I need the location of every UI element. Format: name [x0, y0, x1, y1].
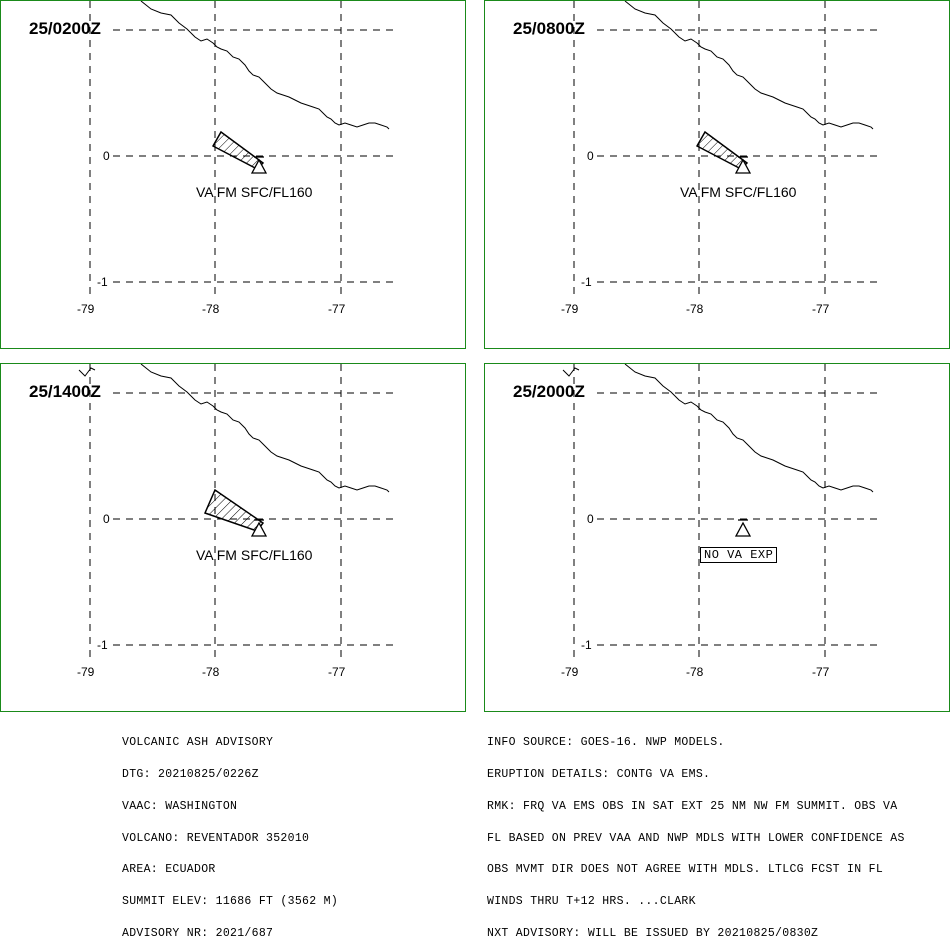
ash-altitude-label: VA FM SFC/FL160 — [196, 184, 313, 200]
advisory-line: ADVISORY NR: 2021/687 — [122, 926, 274, 940]
ash-cloud-polygon — [695, 130, 749, 170]
lat-tick-0: 0 — [103, 512, 110, 526]
volcano-icon — [250, 521, 268, 537]
lon-tick-77: -77 — [328, 302, 346, 316]
lon-tick-79: -79 — [77, 665, 95, 679]
coastline — [140, 364, 390, 493]
coastline — [140, 1, 390, 130]
lat-tick-minus1: -1 — [97, 638, 108, 652]
advisory-line: DTG: 20210825/0226Z — [122, 767, 259, 781]
lat-tick-minus1: -1 — [581, 638, 592, 652]
lon-tick-78: -78 — [686, 665, 704, 679]
lon-tick-79: -79 — [561, 665, 579, 679]
volcano-icon — [734, 521, 752, 537]
map-canvas — [573, 1, 877, 296]
forecast-time-label: 25/0200Z — [29, 19, 101, 38]
coastline — [624, 364, 874, 493]
advisory-line: VOLCANIC ASH ADVISORY — [122, 736, 274, 750]
advisory-line: OBS MVMT DIR DOES NOT AGREE WITH MDLS. L… — [487, 863, 884, 877]
forecast-panel-t18: 25/2000Z NO VA EXP 0 -1 -79 -78 -77 — [484, 363, 950, 712]
lon-tick-77: -77 — [812, 302, 830, 316]
lon-tick-78: -78 — [202, 665, 220, 679]
lat-tick-0: 0 — [103, 149, 110, 163]
ash-altitude-label: VA FM SFC/FL160 — [680, 184, 797, 200]
advisory-line: AREA: ECUADOR — [122, 863, 216, 877]
advisory-header-text: VOLCANIC ASH ADVISORY DTG: 20210825/0226… — [122, 717, 338, 950]
advisory-line: NXT ADVISORY: WILL BE ISSUED BY 20210825… — [487, 926, 819, 940]
coastline-fragment — [562, 367, 580, 377]
forecast-panel-t12: 25/1400Z VA FM SFC/FL160 0 -1 -79 -78 -7… — [0, 363, 466, 712]
lon-tick-77: -77 — [328, 665, 346, 679]
coastline-fragment — [78, 367, 96, 377]
volcano-icon — [734, 158, 752, 174]
lon-tick-79: -79 — [77, 302, 95, 316]
advisory-line: FL BASED ON PREV VAA AND NWP MDLS WITH L… — [487, 831, 905, 845]
forecast-time-label: 25/2000Z — [513, 382, 585, 401]
advisory-line: ERUPTION DETAILS: CONTG VA EMS. — [487, 767, 711, 781]
advisory-line: RMK: FRQ VA EMS OBS IN SAT EXT 25 NM NW … — [487, 799, 898, 813]
map-canvas — [89, 1, 393, 296]
advisory-line: VOLCANO: REVENTADOR 352010 — [122, 831, 310, 845]
lon-tick-78: -78 — [686, 302, 704, 316]
forecast-panel-t6: 25/0800Z VA FM SFC/FL160 0 -1 -79 -78 -7… — [484, 0, 950, 349]
lat-tick-minus1: -1 — [97, 275, 108, 289]
advisory-line: WINDS THRU T+12 HRS. ...CLARK — [487, 895, 696, 909]
forecast-time-label: 25/1400Z — [29, 382, 101, 401]
advisory-line: VAAC: WASHINGTON — [122, 799, 238, 813]
advisory-remarks-text: INFO SOURCE: GOES-16. NWP MODELS. ERUPTI… — [487, 717, 905, 950]
volcano-icon — [250, 158, 268, 174]
lat-tick-0: 0 — [587, 149, 594, 163]
lon-tick-78: -78 — [202, 302, 220, 316]
ash-cloud-polygon — [203, 488, 265, 532]
lon-tick-77: -77 — [812, 665, 830, 679]
forecast-time-label: 25/0800Z — [513, 19, 585, 38]
map-canvas — [562, 364, 877, 659]
map-canvas — [78, 364, 393, 659]
advisory-line: SUMMIT ELEV: 11686 FT (3562 M) — [122, 895, 339, 909]
ash-cloud-polygon — [211, 130, 265, 170]
coastline — [624, 1, 874, 130]
ash-altitude-label: VA FM SFC/FL160 — [196, 547, 313, 563]
advisory-line: INFO SOURCE: GOES-16. NWP MODELS. — [487, 736, 725, 750]
forecast-panel-t0: 25/0200Z VA FM SFC/FL160 0 -1 -79 -78 -7… — [0, 0, 466, 349]
lat-tick-0: 0 — [587, 512, 594, 526]
no-ash-expected-box: NO VA EXP — [700, 547, 778, 563]
lat-tick-minus1: -1 — [581, 275, 592, 289]
lon-tick-79: -79 — [561, 302, 579, 316]
